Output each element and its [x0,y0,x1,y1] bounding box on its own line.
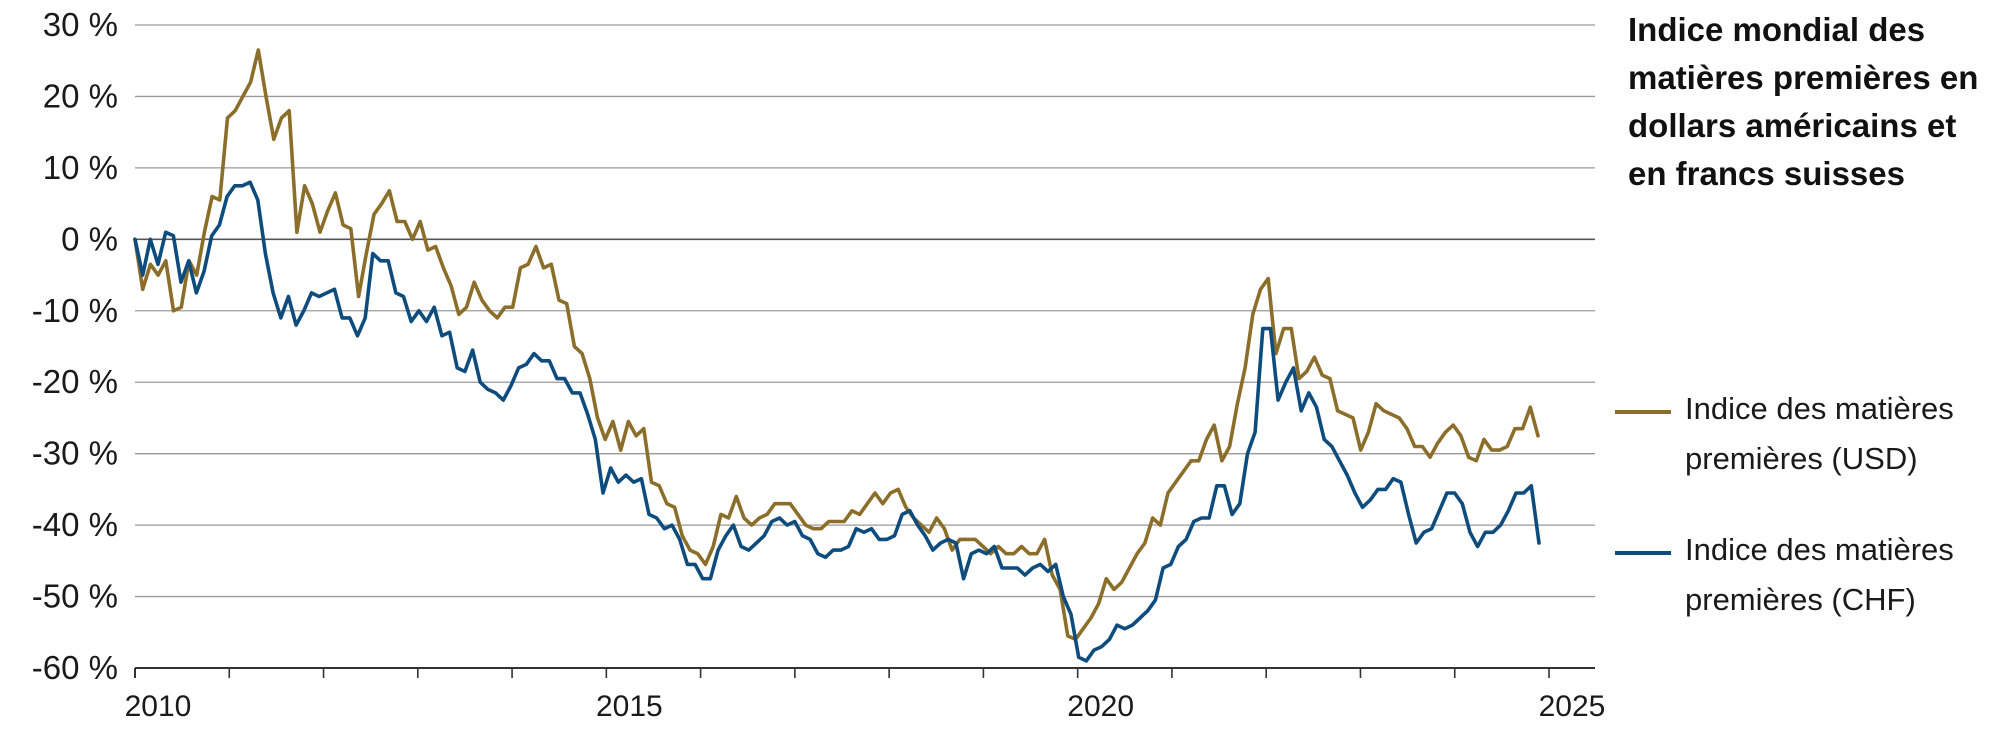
legend-swatch-chf [1615,551,1671,555]
series-lines [133,48,1541,663]
gridlines [135,24,1595,669]
y-tick-label: 0 % [61,220,118,257]
series-line-chf [133,180,1541,663]
x-tick-label-2010: 2010 [125,690,192,723]
y-tick-label: -20 % [32,363,118,400]
y-axis-tick-labels: 30 % 20 % 10 % 0 % -10 % -20 % -30 % -40 % -50 %… [32,6,118,686]
y-tick-label: 10 % [43,149,118,186]
y-tick-label: -60 % [32,649,118,686]
x-tick-label-2025: 2025 [1539,690,1606,723]
x-tick-label-2015: 2015 [596,690,663,723]
y-tick-label: -50 % [32,578,118,615]
legend-label-chf: Indice des matières premières (CHF) [1685,532,1954,617]
legend-item-chf: Indice des matières premières (CHF) [1615,532,1995,633]
y-tick-label: 30 % [43,6,118,43]
y-tick-label: -10 % [32,292,118,329]
legend-label-usd: Indice des matières premières (USD) [1685,391,1954,476]
series-line-usd [133,48,1540,642]
y-tick-label: -40 % [32,506,118,543]
x-tick-label-2020: 2020 [1067,690,1134,723]
chart-title: Indice mondial des matières premières en… [1628,11,1979,192]
y-tick-label: 20 % [43,77,118,114]
y-tick-label: -30 % [32,435,118,472]
x-axis: 2010 2015 2020 2025 [125,667,1606,723]
legend-swatch-usd [1615,410,1671,414]
legend-item-usd: Indice des matières premières (USD) [1615,391,1995,492]
